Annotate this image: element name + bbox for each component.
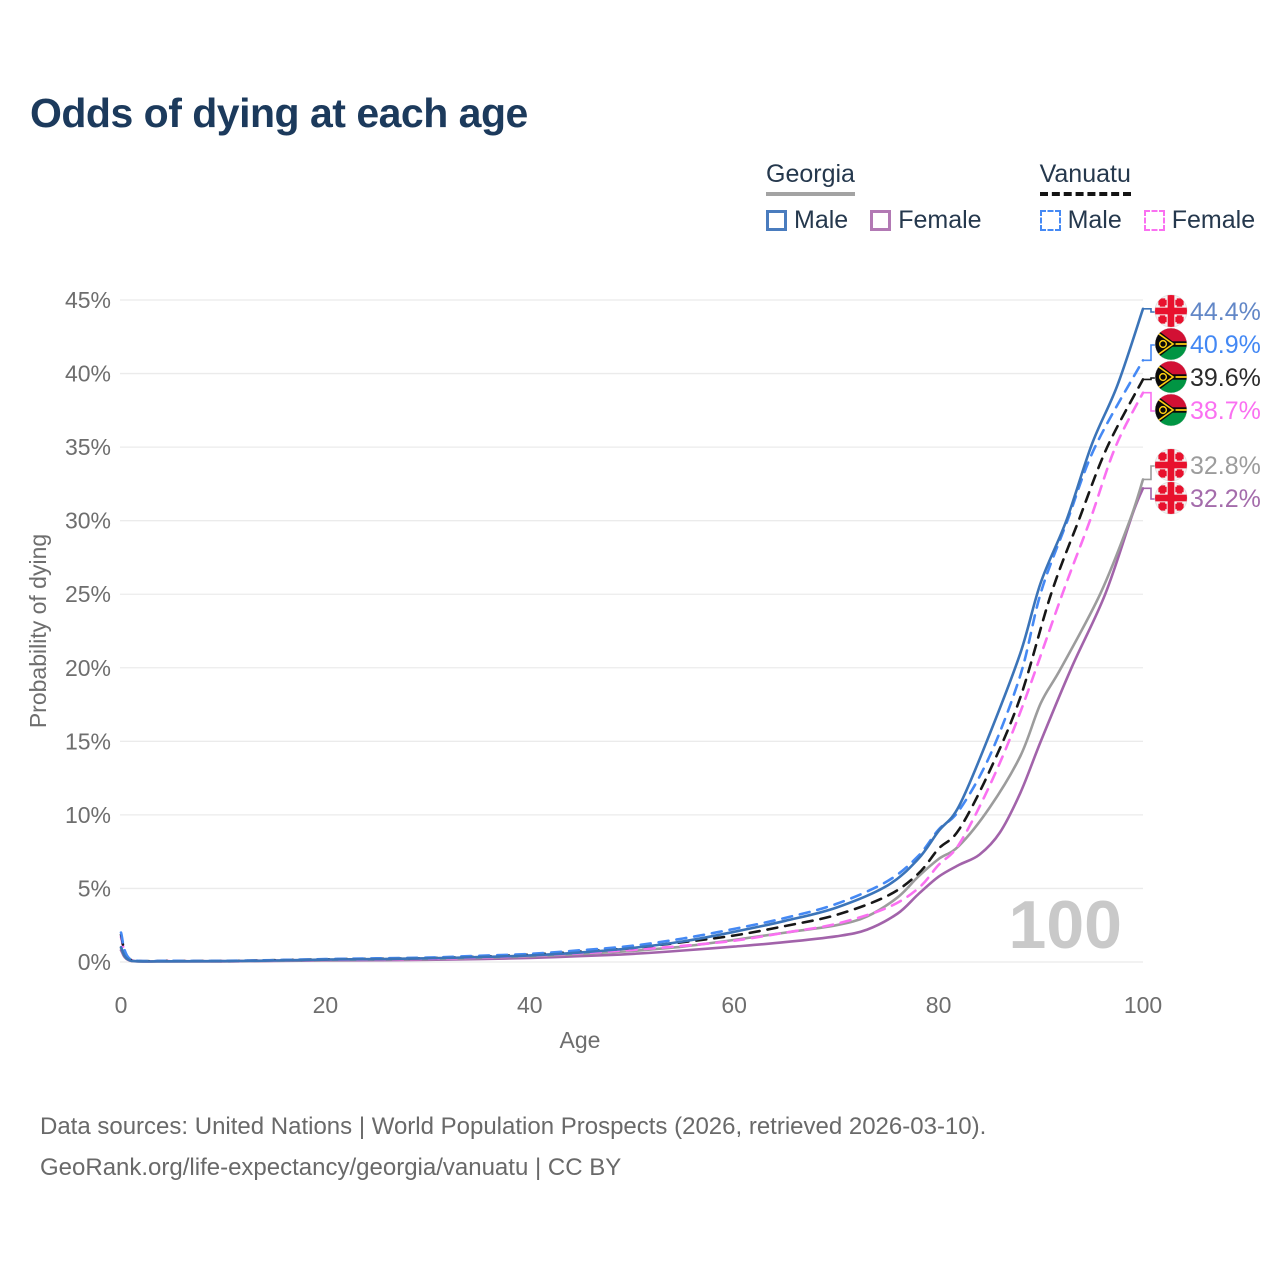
end-label-value-georgia-female: 32.2% xyxy=(1190,485,1261,513)
end-label-value-vanuatu-total: 39.6% xyxy=(1190,364,1261,392)
series-line-georgia-total[interactable] xyxy=(119,478,1145,963)
series-line-georgia-female[interactable] xyxy=(119,487,1145,963)
label-connector xyxy=(1143,391,1156,412)
y-tick-label: 25% xyxy=(65,581,111,607)
x-tick-label: 40 xyxy=(517,992,543,1018)
legend-label: Male xyxy=(1067,206,1122,234)
legend: Georgia Male Female Vanuatu Male Female xyxy=(766,160,1255,235)
vanuatu-flag-icon xyxy=(1154,393,1188,427)
georgia-flag-icon xyxy=(1154,481,1188,515)
series-line-georgia-male[interactable] xyxy=(119,307,1145,963)
x-tick-label: 20 xyxy=(313,992,339,1018)
end-label-value-vanuatu-male: 40.9% xyxy=(1190,331,1261,359)
x-tick-label: 60 xyxy=(721,992,747,1018)
vanuatu-flag-icon xyxy=(1154,360,1188,394)
x-tick-label: 80 xyxy=(926,992,952,1018)
legend-label: Male xyxy=(794,206,849,234)
label-connector xyxy=(1143,308,1156,313)
legend-header-georgia[interactable]: Georgia xyxy=(766,160,855,196)
legend-group-georgia: Georgia Male Female xyxy=(766,160,982,235)
y-tick-label: 15% xyxy=(65,728,111,754)
label-connector xyxy=(1143,487,1156,500)
vanuatu-flag-icon xyxy=(1154,327,1188,361)
legend-label: Female xyxy=(1171,206,1256,234)
page-title: Odds of dying at each age xyxy=(30,90,528,136)
end-label-value-georgia-total: 32.8% xyxy=(1190,452,1261,480)
x-tick-label: 100 xyxy=(1124,992,1162,1018)
series-line-vanuatu-male[interactable] xyxy=(119,359,1145,963)
legend-item-vanuatu-male[interactable]: Male xyxy=(1039,206,1122,235)
y-tick-label: 5% xyxy=(78,875,111,901)
y-tick-label: 30% xyxy=(65,508,111,534)
footer-data-sources: Data sources: United Nations | World Pop… xyxy=(40,1113,987,1140)
x-axis-title: Age xyxy=(560,1027,601,1053)
series-line-vanuatu-total[interactable] xyxy=(119,378,1145,963)
y-tick-label: 35% xyxy=(65,434,111,460)
footer: Data sources: United Nations | World Pop… xyxy=(40,1106,986,1188)
legend-label: Female xyxy=(898,206,982,234)
end-label-value-georgia-male: 44.4% xyxy=(1190,298,1261,326)
vanuatu-male-checkbox-icon[interactable] xyxy=(1039,210,1061,231)
label-connector xyxy=(1143,344,1156,362)
x-tick-label: 0 xyxy=(115,992,128,1018)
legend-items-georgia: Male Female xyxy=(766,206,982,235)
end-label-value-vanuatu-female: 38.7% xyxy=(1190,397,1261,425)
y-tick-label: 20% xyxy=(65,655,111,681)
georgia-male-checkbox-icon[interactable] xyxy=(766,210,787,231)
footer-attribution: GeoRank.org/life-expectancy/georgia/vanu… xyxy=(40,1154,622,1181)
y-tick-label: 0% xyxy=(78,949,111,975)
y-axis-title: Probability of dying xyxy=(25,534,51,728)
legend-item-georgia-female[interactable]: Female xyxy=(870,206,982,235)
legend-item-georgia-male[interactable]: Male xyxy=(766,206,848,235)
georgia-flag-icon xyxy=(1154,448,1188,482)
georgia-flag-icon xyxy=(1154,294,1188,328)
y-tick-label: 10% xyxy=(65,802,111,828)
georgia-female-checkbox-icon[interactable] xyxy=(870,210,892,231)
vanuatu-female-checkbox-icon[interactable] xyxy=(1143,210,1165,231)
label-connector xyxy=(1143,465,1156,481)
label-connector xyxy=(1143,377,1156,381)
hovered-age-value: 100 xyxy=(1009,887,1122,963)
legend-group-vanuatu: Vanuatu Male Female xyxy=(1039,160,1256,235)
legend-item-vanuatu-female[interactable]: Female xyxy=(1143,206,1256,235)
legend-items-vanuatu: Male Female xyxy=(1039,206,1256,235)
y-tick-label: 40% xyxy=(65,361,111,387)
series-line-vanuatu-female[interactable] xyxy=(119,391,1145,963)
y-tick-label: 45% xyxy=(65,287,111,313)
legend-header-vanuatu[interactable]: Vanuatu xyxy=(1039,160,1131,196)
